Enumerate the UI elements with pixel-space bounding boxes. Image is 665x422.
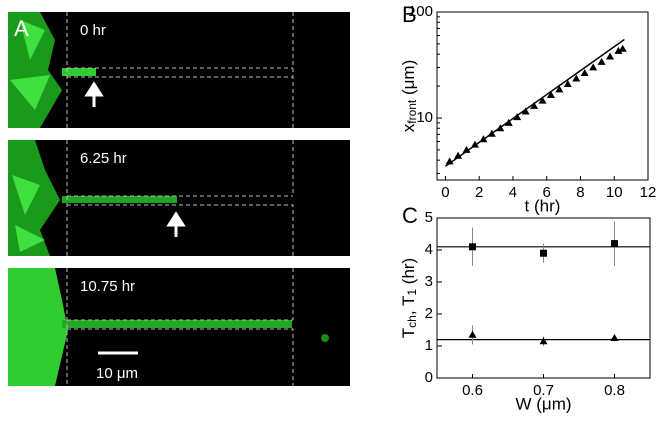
y-axis-label-part: (μm) — [399, 60, 418, 100]
channel-outline — [66, 268, 294, 386]
x-tick-label: 2 — [475, 184, 483, 201]
x-tick-label: 0.6 — [462, 382, 483, 399]
x-tick-label: 0.7 — [533, 382, 554, 399]
arrow — [166, 211, 186, 237]
point — [546, 90, 555, 98]
frame-1 — [8, 12, 350, 128]
y-axis-label-part: 1 — [405, 289, 419, 296]
y-tick-label: 1 — [425, 337, 433, 354]
filament — [62, 320, 292, 328]
point — [572, 74, 581, 82]
cells — [10, 20, 50, 110]
time-label: 0 hr — [80, 22, 106, 39]
x-tick-label: 4 — [509, 184, 517, 201]
plot-frame — [436, 11, 649, 181]
micrographs: A 0 hr 6.25 hr 10.75 hr 10 μm — [8, 12, 350, 386]
time-label: 10.75 hr — [80, 278, 135, 295]
y-tick-label: 2 — [425, 305, 433, 322]
scale-label: 10 μm — [96, 365, 138, 382]
point — [614, 46, 623, 54]
channel-outline — [66, 140, 294, 256]
y-tick-label: 100 — [408, 3, 433, 20]
x-axis-label: W (μm) — [515, 394, 571, 413]
point — [611, 240, 618, 248]
fit-line — [445, 38, 625, 167]
panel-label: B — [402, 2, 417, 27]
point — [462, 145, 471, 153]
plot-frame — [436, 217, 651, 379]
cells — [8, 140, 60, 256]
point — [521, 107, 530, 115]
y-axis-label-part: front — [405, 99, 419, 124]
y-axis-label: xfront (μm) — [399, 60, 419, 133]
point — [555, 85, 564, 93]
filament — [62, 196, 177, 203]
arrow — [84, 81, 104, 107]
frame-2 — [8, 140, 350, 256]
y-axis-label-part: (hr) — [399, 258, 418, 289]
point — [540, 249, 547, 257]
point — [597, 57, 606, 65]
y-tick-label: 5 — [425, 209, 433, 226]
point — [454, 151, 463, 159]
y-axis-label-part: T — [399, 328, 418, 338]
channel-outline — [66, 12, 294, 128]
panel-label: A — [14, 16, 29, 41]
point — [513, 113, 522, 121]
x-axis-label: t (hr) — [525, 196, 561, 215]
point — [580, 68, 589, 76]
x-tick-label: 6 — [543, 184, 551, 201]
point — [589, 63, 598, 71]
x-tick-label: 12 — [640, 184, 657, 201]
cells — [12, 175, 45, 252]
cell — [321, 334, 329, 342]
x-tick-label: 0 — [441, 184, 449, 201]
x-tick-label: 8 — [576, 184, 584, 201]
y-axis-label-part: ch — [405, 315, 419, 328]
y-tick-label: 4 — [425, 241, 433, 258]
x-tick-label: 0.8 — [604, 382, 625, 399]
time-label: 6.25 hr — [80, 150, 127, 167]
cells — [8, 12, 62, 128]
x-tick-label: 10 — [606, 184, 623, 201]
filament — [62, 68, 96, 76]
y-tick-label: 0 — [425, 369, 433, 386]
y-axis-label: Tch, T1 (hr) — [399, 258, 419, 338]
point — [530, 101, 539, 109]
panel-label: C — [402, 203, 418, 228]
y-tick-label: 10 — [416, 109, 433, 126]
point — [468, 330, 477, 338]
y-axis-label-part: , T — [399, 296, 418, 316]
point — [469, 243, 476, 251]
point — [606, 52, 615, 60]
point — [539, 337, 548, 345]
point — [618, 44, 627, 52]
cells — [8, 268, 68, 386]
point — [563, 80, 572, 88]
point — [610, 334, 619, 341]
point — [538, 96, 547, 104]
y-tick-label: 3 — [425, 273, 433, 290]
y-axis-label-part: x — [399, 123, 418, 132]
